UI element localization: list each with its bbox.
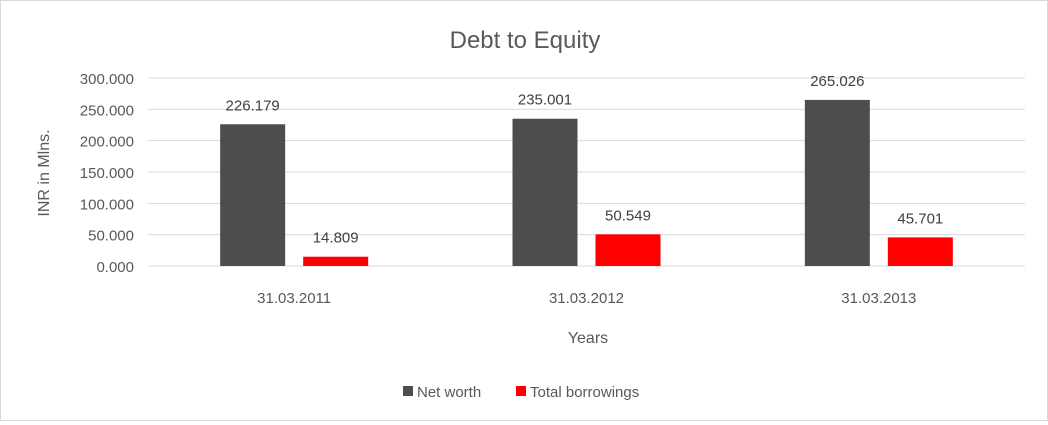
y-axis-ticks: 0.000 50.000 100.000 150.000 200.000 250.000 3…: [80, 71, 134, 276]
y-tick-label: 100.000: [80, 196, 134, 213]
y-tick-label: 250.000: [80, 102, 134, 119]
x-axis-title: Years: [568, 330, 608, 347]
x-tick-label: 31.03.2012: [549, 290, 624, 307]
data-label: 235.001: [518, 92, 572, 109]
y-tick-label: 300.000: [80, 71, 134, 88]
x-tick-label: 31.03.2013: [841, 290, 916, 307]
y-tick-label: 150.000: [80, 165, 134, 182]
bar-net-worth: [512, 118, 578, 267]
x-tick-label: 31.03.2011: [257, 290, 331, 307]
bar-total-borrowings: [595, 234, 661, 266]
legend-swatch: [516, 386, 526, 396]
y-tick-label: 0.000: [96, 259, 134, 276]
data-label: 14.809: [313, 230, 359, 247]
data-label: 226.179: [226, 97, 280, 114]
bar-net-worth: [220, 124, 286, 266]
legend: Net worth Total borrowings: [403, 384, 639, 401]
y-tick-label: 50.000: [88, 228, 134, 245]
data-label: 50.549: [605, 207, 651, 224]
data-label: 265.026: [810, 73, 864, 90]
bar-total-borrowings: [303, 256, 369, 266]
gridlines: [148, 77, 1025, 267]
data-label: 45.701: [897, 210, 943, 227]
bar-net-worth: [804, 99, 870, 266]
y-axis-title: INR in Mlns.: [36, 129, 53, 216]
chart-title: Debt to Equity: [450, 27, 601, 54]
legend-swatch: [403, 386, 413, 396]
x-axis-ticks: 31.03.2011 31.03.2012 31.03.2013: [257, 290, 916, 307]
y-tick-label: 200.000: [80, 134, 134, 151]
legend-label: Total borrowings: [530, 384, 639, 401]
bar-total-borrowings: [887, 237, 953, 266]
bars: 226.179 14.809 235.001 50.549 265.026 45.701: [220, 73, 953, 267]
legend-label: Net worth: [417, 384, 481, 401]
